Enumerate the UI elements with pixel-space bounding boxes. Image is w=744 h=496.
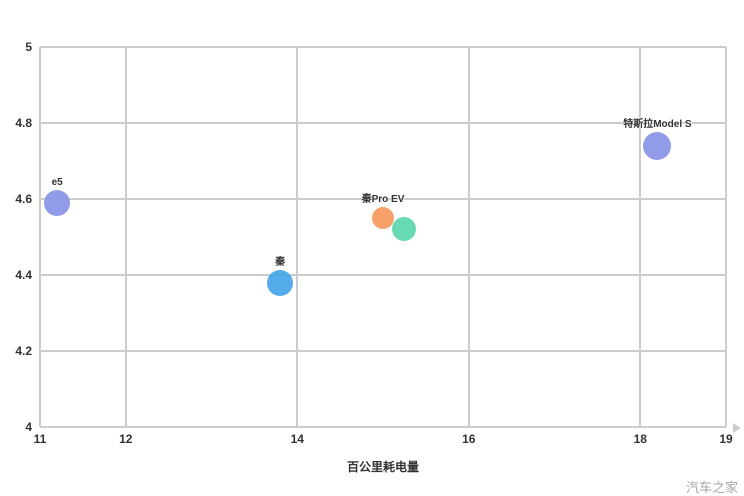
gridline-horizontal xyxy=(40,198,726,200)
data-point-bubble[interactable] xyxy=(44,189,71,216)
x-axis-arrow-icon xyxy=(733,423,741,433)
gridline-horizontal xyxy=(40,46,726,48)
y-tick-label: 5 xyxy=(25,40,32,54)
x-axis-title: 百公里耗电量 xyxy=(346,460,419,474)
y-tick-label: 4.2 xyxy=(15,344,32,358)
gridline-vertical xyxy=(296,47,299,427)
data-point-bubble[interactable] xyxy=(392,217,417,242)
x-tick-label: 12 xyxy=(119,432,133,446)
gridline-vertical xyxy=(39,47,41,427)
gridline-vertical xyxy=(467,47,470,427)
data-point-label: 特斯拉Model S xyxy=(623,118,692,130)
gridline-horizontal xyxy=(40,350,726,352)
x-tick-label: 14 xyxy=(290,432,304,446)
data-point-bubble[interactable] xyxy=(267,269,294,296)
x-tick-label: 11 xyxy=(33,432,47,446)
x-tick-label: 19 xyxy=(719,432,733,446)
data-point-label: e5 xyxy=(51,176,63,188)
data-point-label: 秦 xyxy=(275,256,286,268)
y-tick-label: 4 xyxy=(25,420,32,434)
data-point-bubble[interactable] xyxy=(372,207,394,229)
y-tick-label: 4.4 xyxy=(15,268,32,282)
data-point-label: 秦Pro EV xyxy=(361,194,405,205)
gridline-vertical xyxy=(725,47,727,427)
x-tick-label: 18 xyxy=(633,432,647,446)
gridline-horizontal xyxy=(40,426,726,428)
gridline-vertical xyxy=(124,47,127,427)
gridline-vertical xyxy=(639,47,642,427)
gridline-horizontal xyxy=(40,274,726,276)
watermark-autohome: 汽车之家 xyxy=(685,480,738,495)
y-tick-label: 4.8 xyxy=(15,116,32,130)
x-tick-label: 16 xyxy=(462,432,476,446)
data-point-bubble[interactable] xyxy=(643,131,672,160)
y-tick-label: 4.6 xyxy=(15,192,32,206)
gridline-horizontal xyxy=(40,122,726,124)
